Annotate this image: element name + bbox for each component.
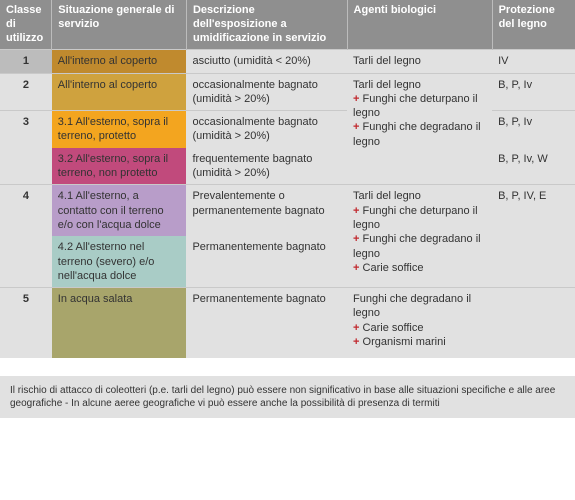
agent-text: Carie soffice [363, 262, 424, 274]
desc-cell: Prevalentemente o permanentemente bagnat… [186, 185, 347, 236]
agenti-cell: Tarli del legno + Funghi che deturpano i… [347, 185, 492, 288]
header-classe: Classe di utilizzo [0, 0, 52, 50]
classe-cell: 1 [0, 50, 52, 73]
agent-text: Tarli del legno [353, 79, 421, 91]
agenti-cell: Funghi che degradano il legno + Carie so… [347, 288, 492, 358]
header-prot: Protezione del legno [492, 0, 575, 50]
classe-cell: 2 [0, 73, 52, 111]
prot-cell: IV [492, 50, 575, 73]
desc-cell: frequentemente bagnato (umidità > 20%) [186, 148, 347, 185]
table-row: 1 All'interno al coperto asciutto (umidi… [0, 50, 575, 73]
agent-text: Funghi che degradano il legno [353, 233, 481, 259]
agent-text: Organismi marini [363, 336, 446, 348]
agent-text: Funghi che deturpano il legno [353, 93, 477, 119]
plus-icon: + [353, 262, 359, 274]
header-desc: Descrizione dell'esposizione a umidifica… [186, 0, 347, 50]
prot-cell: B, P, Iv, W [492, 148, 575, 185]
sit-cell: In acqua salata [52, 288, 187, 358]
footnote: Il rischio di attacco di coleotteri (p.e… [0, 376, 575, 418]
agent-text: Funghi che degradano il legno [353, 293, 471, 319]
plus-icon: + [353, 322, 359, 334]
header-sit: Situazione generale di servizio [52, 0, 187, 50]
desc-cell: Permanentemente bagnato [186, 288, 347, 358]
classe-cell: 5 [0, 288, 52, 358]
prot-cell: B, P, IV, E [492, 185, 575, 288]
prot-cell: B, P, Iv [492, 111, 575, 148]
plus-icon: + [353, 336, 359, 348]
plus-icon: + [353, 233, 359, 245]
classe-cell: 3 [0, 111, 52, 185]
plus-icon: + [353, 121, 359, 133]
plus-icon: + [353, 205, 359, 217]
header-row: Classe di utilizzo Situazione generale d… [0, 0, 575, 50]
agent-text: Tarli del legno [353, 55, 421, 67]
sit-cell: 4.2 All'esterno nel terreno (severo) e/o… [52, 236, 187, 287]
table-row: 5 In acqua salata Permanentemente bagnat… [0, 288, 575, 358]
sit-cell: All'interno al coperto [52, 50, 187, 73]
agent-text: Funghi che degradano il legno [353, 121, 481, 147]
agenti-cell: Tarli del legno + Funghi che deturpano i… [347, 73, 492, 185]
desc-cell: occasionalmente bagnato (umidità > 20%) [186, 111, 347, 148]
agent-text: Funghi che deturpano il legno [353, 205, 477, 231]
plus-icon: + [353, 93, 359, 105]
prot-cell: B, P, Iv [492, 73, 575, 111]
sit-cell: 3.2 All'esterno, sopra il terreno, non p… [52, 148, 187, 185]
sit-cell: 4.1 All'esterno, a contatto con il terre… [52, 185, 187, 236]
sit-cell: 3.1 All'esterno, sopra il terreno, prote… [52, 111, 187, 148]
table-row: 2 All'interno al coperto occasionalmente… [0, 73, 575, 111]
desc-cell: occasionalmente bagnato (umidità > 20%) [186, 73, 347, 111]
table-row: 4 4.1 All'esterno, a contatto con il ter… [0, 185, 575, 236]
desc-cell: Permanentemente bagnato [186, 236, 347, 287]
agent-text: Carie soffice [363, 322, 424, 334]
header-agenti: Agenti biologici [347, 0, 492, 50]
classe-cell: 4 [0, 185, 52, 288]
prot-cell [492, 288, 575, 358]
agenti-cell: Tarli del legno [347, 50, 492, 73]
table-container: Classe di utilizzo Situazione generale d… [0, 0, 575, 418]
sit-cell: All'interno al coperto [52, 73, 187, 111]
desc-cell: asciutto (umidità < 20%) [186, 50, 347, 73]
agent-text: Tarli del legno [353, 190, 421, 202]
wood-protection-table: Classe di utilizzo Situazione generale d… [0, 0, 575, 358]
